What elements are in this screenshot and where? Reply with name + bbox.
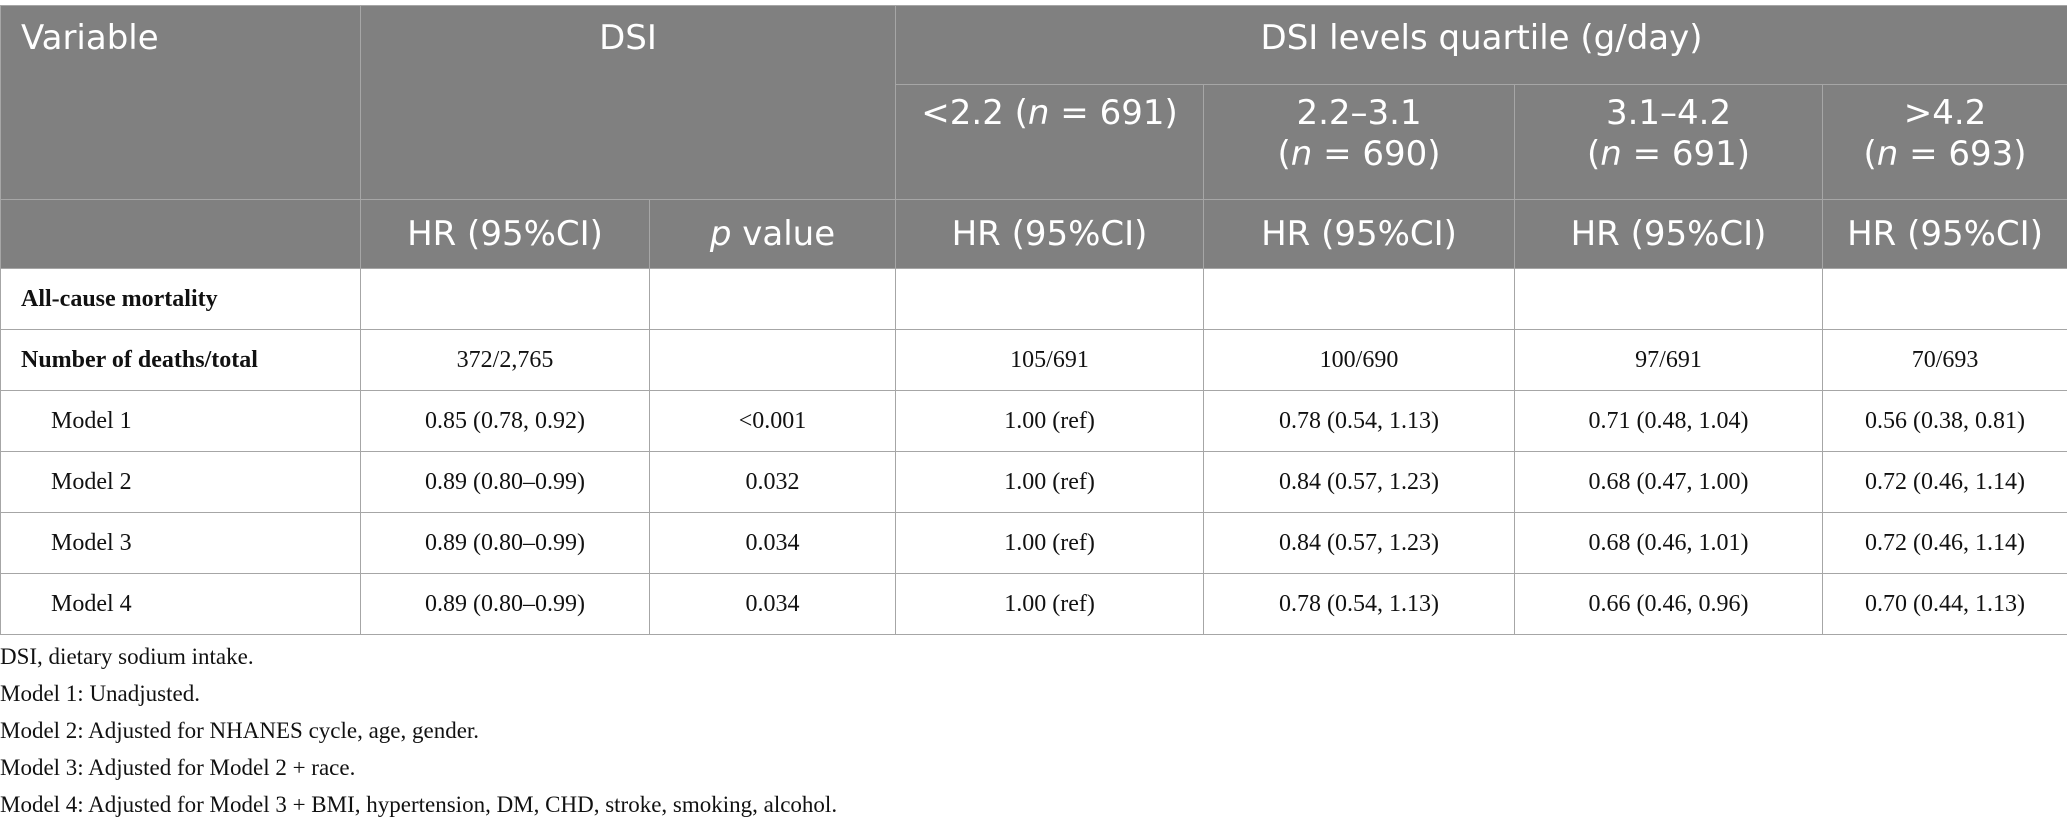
- table-row: Model 3 0.89 (0.80–0.99) 0.034 1.00 (ref…: [1, 513, 2067, 574]
- table-cell: 105/691: [896, 330, 1204, 391]
- table-row: All-cause mortality: [1, 269, 2067, 330]
- table-cell: 0.89 (0.80–0.99): [361, 574, 650, 635]
- dsi-header: DSI: [361, 6, 896, 200]
- table-cell: 0.034: [650, 513, 896, 574]
- p-value-header: p value: [650, 200, 896, 269]
- table-cell: 0.89 (0.80–0.99): [361, 452, 650, 513]
- table-cell: 372/2,765: [361, 330, 650, 391]
- table-body: All-cause mortality Number of deaths/tot…: [1, 269, 2067, 635]
- table-cell: [896, 269, 1204, 330]
- table-cell: 0.84 (0.57, 1.23): [1204, 452, 1515, 513]
- table-cell: 0.68 (0.47, 1.00): [1515, 452, 1823, 513]
- q1-hr-header: HR (95%CI): [896, 200, 1204, 269]
- table-cell: 0.85 (0.78, 0.92): [361, 391, 650, 452]
- table-cell: 0.84 (0.57, 1.23): [1204, 513, 1515, 574]
- table-row: Model 2 0.89 (0.80–0.99) 0.032 1.00 (ref…: [1, 452, 2067, 513]
- table-cell: <0.001: [650, 391, 896, 452]
- variable-header-blank: [1, 200, 361, 269]
- row-label: Model 4: [1, 574, 361, 635]
- footnote: Model 2: Adjusted for NHANES cycle, age,…: [0, 712, 837, 749]
- table-row: Model 4 0.89 (0.80–0.99) 0.034 1.00 (ref…: [1, 574, 2067, 635]
- quartile-header-1: <2.2 (n = 691): [896, 85, 1204, 200]
- table-cell: [1823, 269, 2067, 330]
- table-cell: 0.71 (0.48, 1.04): [1515, 391, 1823, 452]
- table-cell: 0.66 (0.46, 0.96): [1515, 574, 1823, 635]
- table-cell: 0.78 (0.54, 1.13): [1204, 574, 1515, 635]
- table-cell: 0.89 (0.80–0.99): [361, 513, 650, 574]
- results-table: Variable DSI DSI levels quartile (g/day)…: [0, 5, 2067, 635]
- table-row: Number of deaths/total 372/2,765 105/691…: [1, 330, 2067, 391]
- footnote: Model 1: Unadjusted.: [0, 675, 837, 712]
- table-cell: 0.78 (0.54, 1.13): [1204, 391, 1515, 452]
- table-cell: [650, 269, 896, 330]
- table-cell: 1.00 (ref): [896, 513, 1204, 574]
- table-footnotes: DSI, dietary sodium intake. Model 1: Una…: [0, 638, 837, 823]
- row-label: Model 3: [1, 513, 361, 574]
- quartile-header-4: >4.2(n = 693): [1823, 85, 2067, 200]
- table-row: Model 1 0.85 (0.78, 0.92) <0.001 1.00 (r…: [1, 391, 2067, 452]
- table-cell: [1204, 269, 1515, 330]
- table-cell: 1.00 (ref): [896, 452, 1204, 513]
- q4-hr-header: HR (95%CI): [1823, 200, 2067, 269]
- table-cell: 0.68 (0.46, 1.01): [1515, 513, 1823, 574]
- table-cell: 0.72 (0.46, 1.14): [1823, 452, 2067, 513]
- q2-hr-header: HR (95%CI): [1204, 200, 1515, 269]
- row-label: Number of deaths/total: [1, 330, 361, 391]
- quartile-header-2: 2.2–3.1(n = 690): [1204, 85, 1515, 200]
- table-cell: 70/693: [1823, 330, 2067, 391]
- table-cell: 0.70 (0.44, 1.13): [1823, 574, 2067, 635]
- row-label: Model 2: [1, 452, 361, 513]
- table-cell: [1515, 269, 1823, 330]
- table-header: Variable DSI DSI levels quartile (g/day)…: [1, 6, 2067, 269]
- table-cell: 0.034: [650, 574, 896, 635]
- footnote: DSI, dietary sodium intake.: [0, 638, 837, 675]
- table-cell: 0.56 (0.38, 0.81): [1823, 391, 2067, 452]
- table-cell: 0.72 (0.46, 1.14): [1823, 513, 2067, 574]
- row-label: All-cause mortality: [1, 269, 361, 330]
- table-cell: [361, 269, 650, 330]
- table-cell: 1.00 (ref): [896, 574, 1204, 635]
- footnote: Model 3: Adjusted for Model 2 + race.: [0, 749, 837, 786]
- footnote: Model 4: Adjusted for Model 3 + BMI, hyp…: [0, 786, 837, 823]
- table-cell: 97/691: [1515, 330, 1823, 391]
- quartile-header-3: 3.1–4.2(n = 691): [1515, 85, 1823, 200]
- row-label: Model 1: [1, 391, 361, 452]
- dsi-quartile-header: DSI levels quartile (g/day): [896, 6, 2067, 85]
- table-cell: 100/690: [1204, 330, 1515, 391]
- q3-hr-header: HR (95%CI): [1515, 200, 1823, 269]
- variable-header: Variable: [1, 6, 361, 200]
- dsi-hr-header: HR (95%CI): [361, 200, 650, 269]
- table-cell: [650, 330, 896, 391]
- table-cell: 1.00 (ref): [896, 391, 1204, 452]
- table-cell: 0.032: [650, 452, 896, 513]
